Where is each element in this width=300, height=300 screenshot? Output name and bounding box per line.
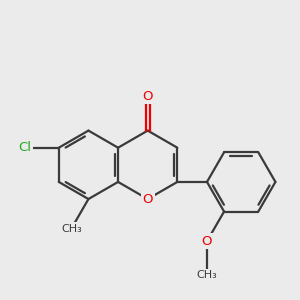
- Text: CH₃: CH₃: [196, 270, 218, 280]
- Text: O: O: [142, 193, 153, 206]
- Text: O: O: [142, 90, 153, 103]
- Text: O: O: [202, 235, 212, 248]
- Text: Cl: Cl: [18, 141, 31, 154]
- Text: CH₃: CH₃: [61, 224, 82, 234]
